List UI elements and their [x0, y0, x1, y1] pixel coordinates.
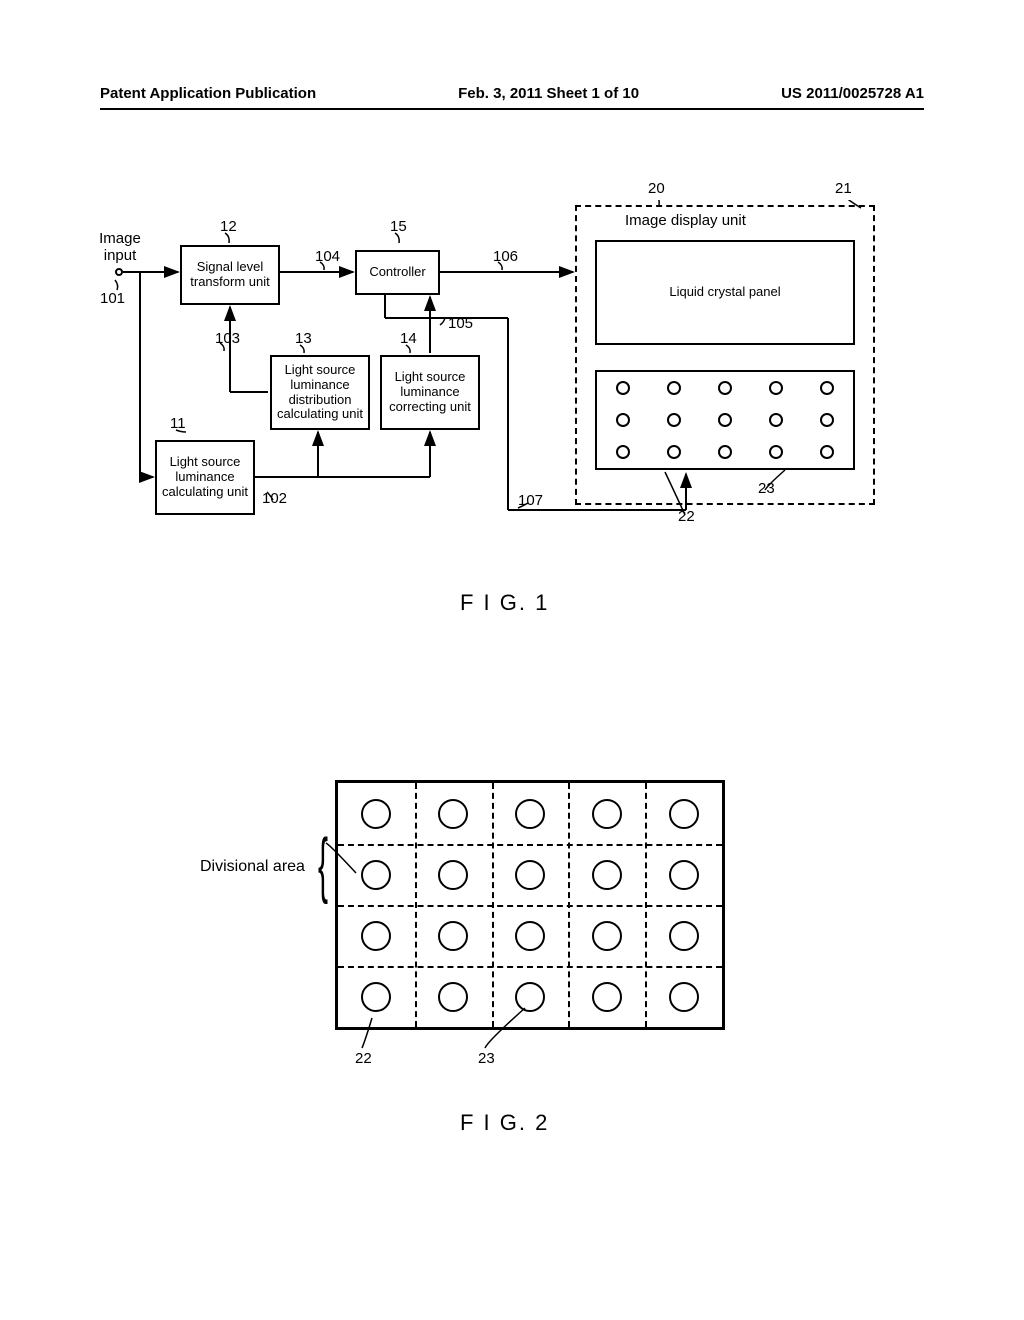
ref-20: 20	[648, 180, 665, 197]
figure-2: Divisional area { 22 23	[100, 750, 924, 1100]
led-icon	[718, 445, 732, 459]
ref-12: 12	[220, 218, 237, 235]
block-13: Light source luminance distribution calc…	[270, 355, 370, 430]
led-icon	[669, 921, 699, 951]
led-icon	[669, 799, 699, 829]
image-input-label: Image input	[85, 230, 155, 264]
header-center: Feb. 3, 2011 Sheet 1 of 10	[458, 85, 639, 102]
ref-101: 101	[100, 290, 125, 307]
ref-13: 13	[295, 330, 312, 347]
page-content: Image input 101 Signal level transform u…	[100, 200, 924, 570]
ref-21: 21	[835, 180, 852, 197]
led-icon	[438, 860, 468, 890]
led-icon	[592, 860, 622, 890]
grid2-cells	[338, 783, 722, 1027]
ref-104: 104	[315, 248, 340, 265]
ref-15: 15	[390, 218, 407, 235]
display-unit-title: Image display unit	[625, 212, 746, 229]
ref-22-f1: 22	[678, 508, 695, 525]
led-icon	[769, 381, 783, 395]
led-icon	[667, 413, 681, 427]
divisional-area-label: Divisional area	[200, 858, 305, 876]
led-icon	[616, 381, 630, 395]
block-14-text: Light source luminance correcting unit	[386, 370, 474, 415]
led-icon	[667, 445, 681, 459]
header-right: US 2011/0025728 A1	[781, 85, 924, 102]
led-icon	[361, 860, 391, 890]
ref-22-f2: 22	[355, 1050, 372, 1067]
ref-11: 11	[170, 415, 186, 432]
led-icon	[820, 413, 834, 427]
led-icon	[669, 982, 699, 1012]
header-left: Patent Application Publication	[100, 85, 316, 102]
ref-106: 106	[493, 248, 518, 265]
led-icon	[769, 445, 783, 459]
ref-23-f2: 23	[478, 1050, 495, 1067]
led-icon	[669, 860, 699, 890]
led-icon	[820, 445, 834, 459]
led-icon	[592, 982, 622, 1012]
brace-icon: {	[318, 829, 328, 901]
led-icon	[718, 413, 732, 427]
ref-107: 107	[518, 492, 543, 509]
block-11: Light source luminance calculating unit	[155, 440, 255, 515]
block-11-text: Light source luminance calculating unit	[161, 455, 249, 500]
led-icon	[820, 381, 834, 395]
ref-23-f1: 23	[758, 480, 775, 497]
led-icon	[361, 799, 391, 829]
led-icon	[616, 445, 630, 459]
ref-103: 103	[215, 330, 240, 347]
led-icon	[361, 921, 391, 951]
led-icon	[515, 982, 545, 1012]
figure-1: Image input 101 Signal level transform u…	[100, 200, 924, 570]
block-lcd-panel: Liquid crystal panel	[595, 240, 855, 345]
led-icon	[592, 921, 622, 951]
ref-105: 105	[448, 315, 473, 332]
block-12-text: Signal level transform unit	[186, 260, 274, 290]
led-icon	[438, 921, 468, 951]
led-icon	[667, 381, 681, 395]
grid2-box	[335, 780, 725, 1030]
fig2-caption: F I G. 2	[460, 1110, 549, 1136]
page-header: Patent Application Publication Feb. 3, 2…	[0, 85, 1024, 102]
led-icon	[718, 381, 732, 395]
led-icon	[438, 799, 468, 829]
header-rule	[100, 108, 924, 110]
block-lcd-text: Liquid crystal panel	[669, 285, 780, 300]
led-icon	[361, 982, 391, 1012]
led-icon	[515, 799, 545, 829]
led-icon	[515, 860, 545, 890]
block-15: Controller	[355, 250, 440, 295]
led-icon	[592, 799, 622, 829]
input-node	[115, 268, 123, 276]
block-14: Light source luminance correcting unit	[380, 355, 480, 430]
led-icon	[515, 921, 545, 951]
led-icon	[769, 413, 783, 427]
led-icon	[616, 413, 630, 427]
ref-14: 14	[400, 330, 417, 347]
block-13-text: Light source luminance distribution calc…	[276, 363, 364, 423]
block-15-text: Controller	[369, 265, 425, 280]
ref-102: 102	[262, 490, 287, 507]
block-12: Signal level transform unit	[180, 245, 280, 305]
backlight-grid	[595, 370, 855, 470]
led-icon	[438, 982, 468, 1012]
fig1-caption: F I G. 1	[460, 590, 549, 616]
